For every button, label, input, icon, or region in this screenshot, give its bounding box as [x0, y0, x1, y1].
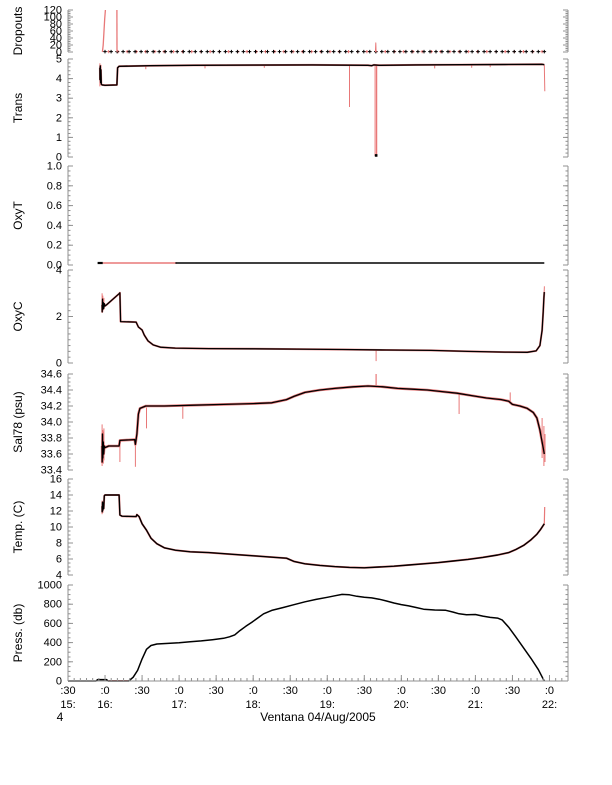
y-tick-label: 0.8: [47, 180, 62, 192]
y-tick-label: 20: [50, 40, 62, 52]
x-tick-label: :0: [323, 685, 332, 697]
y-tick-label: 14: [50, 490, 62, 502]
x-hour-label: 16:: [97, 699, 112, 711]
y-tick-label: 5: [56, 54, 62, 66]
series-dropouts: [374, 42, 377, 53]
y-tick-label: 34.0: [41, 417, 62, 429]
y-tick-label: 400: [44, 637, 62, 649]
y-tick-label: 0.6: [47, 200, 62, 212]
y-tick-label: 80: [50, 19, 62, 31]
y-tick-label: 0.0: [47, 260, 62, 272]
y-tick-label: 4: [56, 73, 62, 85]
x-tick-label: :30: [208, 685, 223, 697]
x-tick-label: :30: [357, 685, 372, 697]
y-tick-label: 120: [44, 5, 62, 17]
series-raw-underlay: [101, 494, 546, 569]
y-axis-title: OxyT: [11, 201, 25, 230]
series-press: [68, 593, 545, 682]
y-tick-label: 800: [44, 599, 62, 611]
y-tick-label: 0: [56, 152, 62, 164]
y-tick-label: 2: [56, 311, 62, 323]
y-tick-label: 16: [50, 474, 62, 486]
x-tick-label: :30: [134, 685, 149, 697]
x-tick-label: :0: [100, 685, 109, 697]
y-tick-label: 0: [56, 358, 62, 370]
series-raw-underlay: [100, 384, 546, 464]
y-tick-label: 34.2: [41, 401, 62, 413]
series-trans: [543, 64, 546, 92]
x-axis-title: Ventana 04/Aug/2005: [260, 710, 376, 724]
data-marker: [374, 154, 378, 157]
y-tick-label: 1.0: [47, 161, 62, 173]
y-tick-label: 34.4: [41, 385, 62, 397]
y-tick-label: 6: [56, 554, 62, 566]
y-tick-label: 40: [50, 33, 62, 45]
y-tick-label: 100: [44, 12, 62, 24]
x-tick-label: :30: [431, 685, 446, 697]
y-tick-label: 200: [44, 656, 62, 668]
y-axis-title: Temp. (C): [11, 501, 25, 554]
x-tick-label: :30: [60, 685, 75, 697]
series-raw-underlay: [101, 291, 546, 354]
marker-row: [103, 49, 547, 54]
y-tick-label: 33.8: [41, 433, 62, 445]
y-axis-title: Press. (db): [11, 604, 25, 663]
x-hour-label: 15:: [60, 699, 75, 711]
series-temp: [101, 494, 545, 569]
x-hour-label: 20:: [394, 699, 409, 711]
y-tick-label: 0.4: [47, 220, 62, 232]
series-dropouts: [101, 9, 107, 53]
y-tick-label: 600: [44, 618, 62, 630]
x-tick-label: :0: [175, 685, 184, 697]
x-tick-label: :0: [249, 685, 258, 697]
page-footnote: 4: [56, 710, 64, 724]
y-tick-label: 1000: [38, 580, 62, 592]
y-tick-label: 2: [56, 112, 62, 124]
y-tick-label: 33.6: [41, 449, 62, 461]
x-tick-label: :30: [283, 685, 298, 697]
y-axis-title: Sal78 (psu): [11, 391, 25, 452]
x-hour-label: 17:: [171, 699, 186, 711]
y-tick-label: 10: [50, 522, 62, 534]
x-tick-label: :0: [397, 685, 406, 697]
x-hour-label: 22:: [542, 699, 557, 711]
y-tick-label: 33.4: [41, 465, 62, 477]
x-hour-label: 21:: [468, 699, 483, 711]
x-tick-label: :0: [471, 685, 480, 697]
y-tick-label: 0: [56, 47, 62, 59]
y-axis-title: OxyC: [11, 301, 25, 331]
y-tick-label: 12: [50, 506, 62, 518]
series-oxyc: [101, 292, 545, 353]
y-axis-title: Trans: [11, 93, 25, 123]
x-tick-label: :0: [545, 685, 554, 697]
series-trans: [99, 63, 545, 87]
y-tick-label: 4: [56, 570, 62, 582]
x-hour-label: 19:: [320, 699, 335, 711]
y-tick-label: 4: [56, 265, 62, 277]
y-tick-label: 8: [56, 538, 62, 550]
y-tick-label: 1: [56, 132, 62, 144]
y-tick-label: 60: [50, 26, 62, 38]
y-tick-label: 34.6: [41, 369, 62, 381]
series-sal78: [101, 385, 545, 463]
y-tick-label: 0.2: [47, 240, 62, 252]
y-tick-label: 0: [56, 676, 62, 688]
y-axis-title: Dropouts: [11, 7, 25, 56]
y-tick-label: 3: [56, 93, 62, 105]
x-hour-label: 18:: [246, 699, 261, 711]
series-raw-underlay: [98, 63, 545, 87]
x-tick-label: :30: [505, 685, 520, 697]
